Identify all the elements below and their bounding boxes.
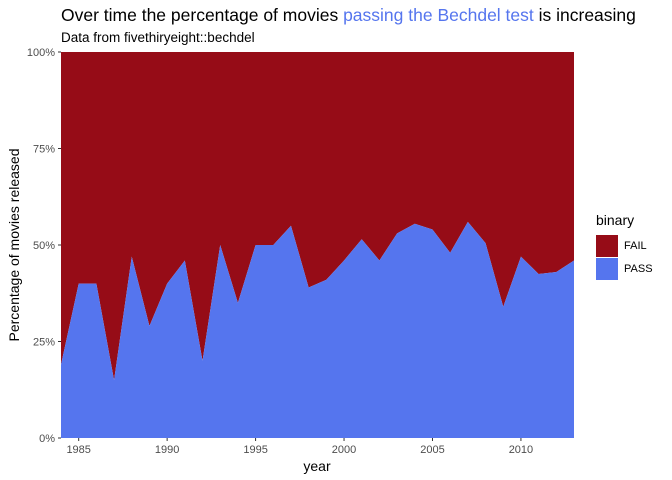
legend: binary FAIL PASS [596,212,653,280]
y-tick-label: 100% [27,47,55,59]
x-tick-label: 2010 [509,444,533,456]
x-tick-label: 1995 [243,444,267,456]
x-tick-label: 2005 [420,444,444,456]
y-tick-label: 0% [39,433,55,445]
x-tick-label: 1990 [155,444,179,456]
legend-label-pass: PASS [624,262,653,275]
x-axis-title: year [303,458,331,474]
legend-swatch-pass [596,257,618,280]
legend-item-pass: PASS [596,257,653,280]
legend-label-fail: FAIL [624,239,647,252]
legend-item-fail: FAIL [596,234,653,257]
y-tick-label: 50% [33,240,55,252]
x-tick-label: 2000 [332,444,356,456]
y-axis-title: Percentage of movies released [6,149,22,342]
plot-area [61,52,574,438]
title-after: is increasing [533,5,636,25]
title-before: Over time the percentage of movies [61,5,344,25]
legend-title: binary [596,212,635,228]
y-axis: 0% 25% 50% 75% 100% [27,47,61,445]
chart-title: Over time the percentage of movies passi… [61,5,636,26]
area-fail [61,52,574,381]
area-pass [61,221,574,438]
title-highlight: passing the Bechdel test [343,5,534,25]
x-tick-label: 1985 [66,444,90,456]
y-tick-label: 75% [33,144,55,156]
chart-subtitle: Data from fivethiryeight::bechdel [61,30,255,45]
x-axis: 1985 1990 1995 2000 2005 2010 [66,438,533,456]
y-tick-label: 25% [33,337,55,349]
legend-swatch-fail [596,234,618,257]
